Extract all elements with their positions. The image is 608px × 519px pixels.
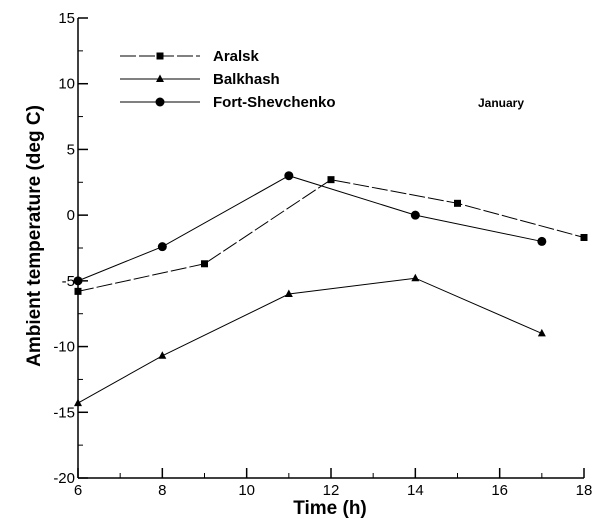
legend-entry-aralsk: Aralsk: [120, 48, 260, 65]
data-point-aralsk: [74, 287, 82, 295]
y-axis-title: Ambient temperature (deg C): [24, 105, 45, 367]
data-point-balkhash: [284, 289, 293, 297]
legend-label-balkhash: Balkhash: [213, 71, 280, 88]
legend: Aralsk Balkhash Fort-Shevchenko: [120, 48, 336, 111]
y-ticks: -20 -15 -10 -5 0 5 10 15: [53, 10, 88, 487]
legend-marker-balkhash: [156, 74, 164, 82]
data-point-balkhash: [411, 273, 420, 282]
x-ticks: 6 8 10 12 14 16 18: [74, 468, 593, 499]
series-layer: [73, 171, 588, 407]
series-fort-shevchenko: [73, 171, 547, 286]
series-balkhash: [74, 273, 546, 407]
data-point-fort-shevchenko: [73, 276, 83, 286]
data-point-balkhash: [74, 398, 82, 407]
y-tick-label: -5: [62, 273, 75, 290]
x-tick-label: 18: [576, 482, 593, 499]
y-tick-label: -20: [53, 470, 75, 487]
data-point-fort-shevchenko: [410, 210, 420, 220]
y-tick-label: -10: [53, 339, 75, 356]
legend-entry-fort-shevchenko: Fort-Shevchenko: [120, 94, 336, 111]
series-line-aralsk: [77, 179, 585, 292]
x-tick-label: 16: [491, 482, 508, 499]
annotation-label: January: [478, 96, 524, 110]
series-aralsk: [74, 176, 588, 295]
data-point-fort-shevchenko: [157, 242, 167, 252]
axes: [77, 18, 584, 479]
series-line-fort-shevchenko: [77, 175, 542, 282]
y-tick-label: 15: [58, 10, 75, 27]
y-tick-label: -15: [53, 404, 75, 421]
x-tick-label: 6: [74, 482, 82, 499]
legend-label-fort-shevchenko: Fort-Shevchenko: [213, 94, 336, 111]
x-axis-title: Time (h): [293, 498, 367, 519]
legend-marker-aralsk: [156, 52, 164, 60]
y-tick-label: 10: [58, 76, 75, 93]
series-line-balkhash: [77, 277, 543, 404]
data-point-aralsk: [454, 199, 461, 207]
data-point-fort-shevchenko: [537, 236, 547, 246]
x-tick-label: 8: [158, 482, 166, 499]
data-point-aralsk: [201, 260, 208, 268]
x-tick-label: 14: [407, 482, 424, 499]
data-point-balkhash: [537, 328, 546, 337]
legend-label-aralsk: Aralsk: [213, 48, 260, 65]
y-tick-label: 5: [67, 141, 75, 158]
legend-marker-fort-shevchenko: [155, 97, 165, 107]
data-point-aralsk: [327, 176, 335, 184]
data-point-fort-shevchenko: [284, 171, 294, 181]
data-point-balkhash: [158, 351, 167, 359]
y-tick-label: 0: [67, 207, 75, 224]
legend-entry-balkhash: Balkhash: [120, 71, 280, 88]
data-point-aralsk: [580, 233, 588, 241]
x-tick-label: 10: [238, 482, 255, 499]
x-tick-label: 12: [323, 482, 340, 499]
